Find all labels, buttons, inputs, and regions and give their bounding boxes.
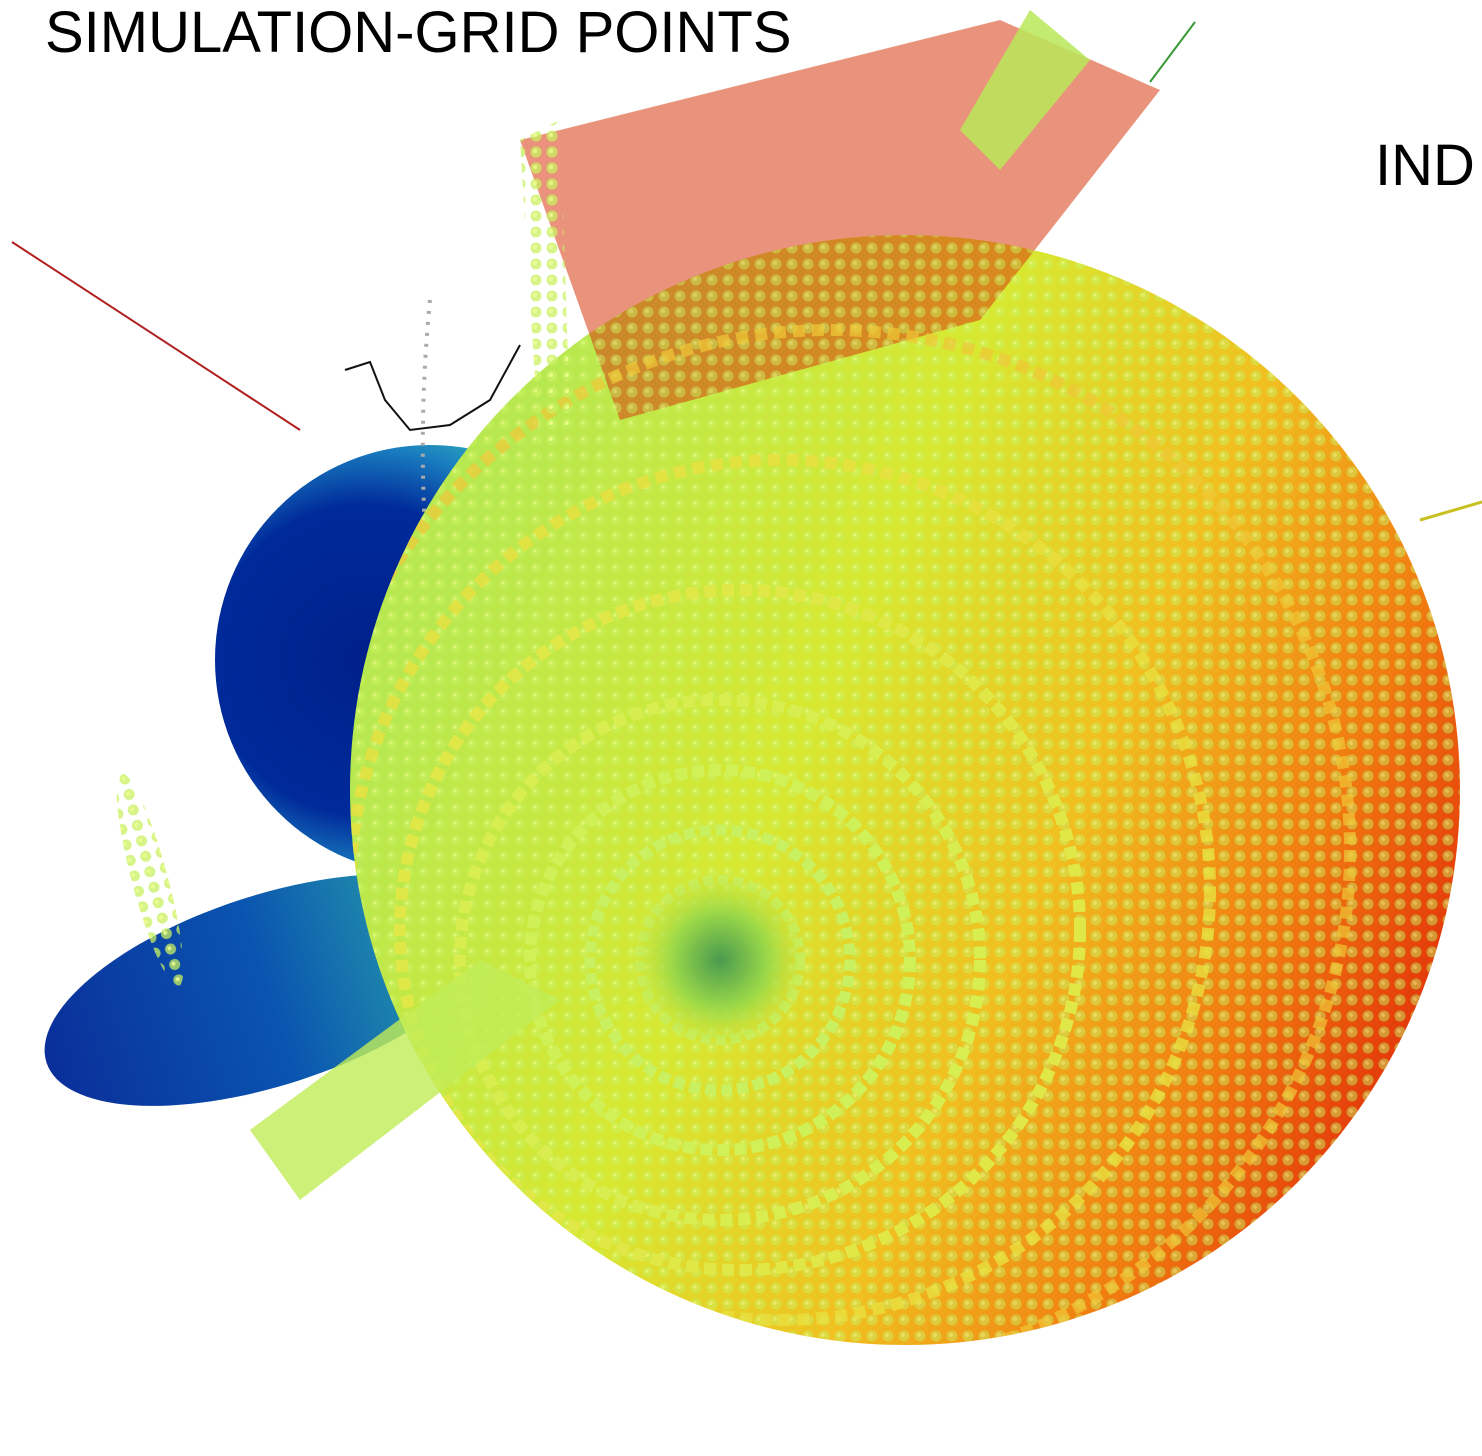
side-label: IND — [1375, 133, 1475, 198]
grid-core — [625, 865, 815, 1055]
coastline — [345, 345, 520, 430]
page: SIMULATION-GRID POINTS IND (() => { cons… — [0, 0, 1482, 1456]
visualization: SIMULATION-GRID POINTS IND — [0, 0, 1482, 1456]
axis-line — [1420, 502, 1482, 520]
axis-line — [1150, 22, 1195, 82]
axis-line — [12, 242, 300, 430]
simulation-grid — [250, 10, 1460, 1370]
title: SIMULATION-GRID POINTS — [45, 0, 792, 65]
